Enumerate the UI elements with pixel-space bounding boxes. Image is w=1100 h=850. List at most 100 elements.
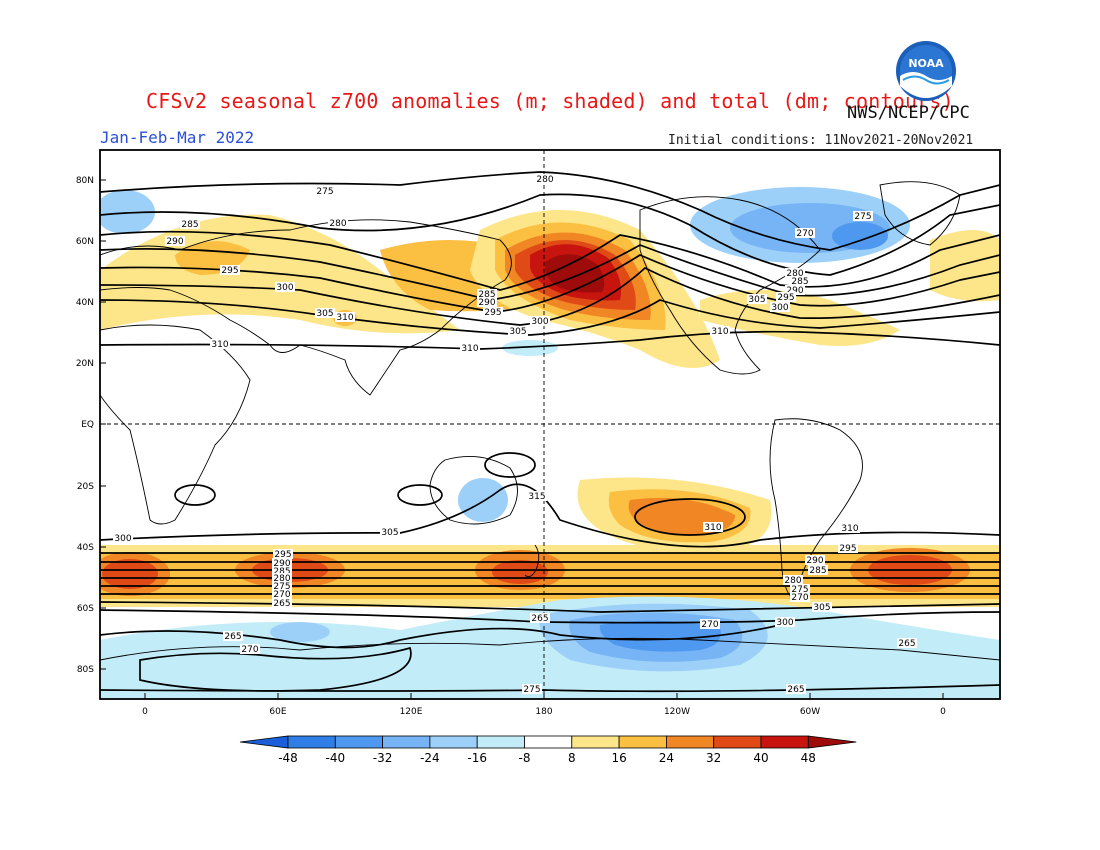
contour-label-bg xyxy=(840,523,860,533)
contour-label-bg xyxy=(335,312,355,322)
contour-label-bg xyxy=(272,573,292,583)
contour-label: 310 xyxy=(211,340,228,350)
contour-label-bg xyxy=(477,289,497,299)
contour-label: 285 xyxy=(809,566,826,576)
contour-label: 300 xyxy=(276,283,293,293)
contour-label: 300 xyxy=(114,534,131,544)
contour-label: 285 xyxy=(181,220,198,230)
contour-label: 310 xyxy=(841,524,858,534)
contour-label: 315 xyxy=(528,492,545,502)
contour-label-bg xyxy=(315,308,335,318)
contour-label: 300 xyxy=(776,618,793,628)
contour-label: 310 xyxy=(711,327,728,337)
contour-small-africa xyxy=(174,484,216,506)
colorbar-label: -40 xyxy=(325,751,345,765)
initial-conditions-label: Initial conditions: 11Nov2021-20Nov2021 xyxy=(668,133,974,148)
contour-label: 265 xyxy=(531,614,548,624)
contour-310-n xyxy=(100,330,1000,350)
contour-315 xyxy=(634,498,746,536)
colorbar-label: 32 xyxy=(706,751,721,765)
contour-label: 275 xyxy=(523,685,540,695)
contour-label: 275 xyxy=(791,585,808,595)
contour-label: 280 xyxy=(329,219,346,229)
coast-north-america xyxy=(639,196,821,375)
coast-antarctica xyxy=(100,637,1000,661)
contour-label-bg xyxy=(838,543,858,553)
contour-label: 290 xyxy=(478,298,495,308)
contour-label-bg xyxy=(530,316,550,326)
contour-label-bg xyxy=(272,589,292,599)
contour-label-bg xyxy=(710,326,730,336)
colorbar-swatch xyxy=(524,735,573,749)
lon-tick-label: 0 xyxy=(142,707,148,717)
colorbar-label: -16 xyxy=(467,751,487,765)
contour-295 xyxy=(100,254,1000,313)
lon-tick-label: 120E xyxy=(400,707,423,717)
contour-label: 305 xyxy=(381,528,398,538)
contour-label-bg xyxy=(790,584,810,594)
contour-label-bg xyxy=(275,282,295,292)
contour-label: 290 xyxy=(786,286,803,296)
colorbar-label: -48 xyxy=(278,751,298,765)
colorbar-label: 16 xyxy=(611,751,626,765)
lat-tick-label: 40S xyxy=(77,543,94,553)
logo-text: NOAA xyxy=(908,57,944,70)
lat-tick-label: 60N xyxy=(76,237,94,247)
contour-label-bg xyxy=(897,638,917,648)
contour-label: 285 xyxy=(791,277,808,287)
contour-label-bg xyxy=(770,302,790,312)
contour-label-bg xyxy=(805,555,825,565)
contour-label-bg xyxy=(808,565,828,575)
colorbar-swatch xyxy=(618,735,667,749)
lat-tick-label: 20N xyxy=(76,359,94,369)
contour-label: 305 xyxy=(509,327,526,337)
contour-label: 280 xyxy=(536,175,553,185)
contour-label-bg xyxy=(508,326,528,336)
contour-label-bg xyxy=(210,339,230,349)
contour-label: 280 xyxy=(784,576,801,586)
colorbar-label: -32 xyxy=(373,751,393,765)
lon-tick-label: 60E xyxy=(269,707,286,717)
lon-tick-label: 0 xyxy=(940,707,946,717)
contour-305 xyxy=(100,299,1000,336)
colorbar-label: 40 xyxy=(753,751,768,765)
contour-285 xyxy=(100,230,1000,291)
contour-label-bg xyxy=(220,265,240,275)
contour-label-bg xyxy=(700,619,720,629)
lon-tick-label: 60W xyxy=(800,707,820,717)
contour-label: 295 xyxy=(777,293,794,303)
contour-label-bg xyxy=(165,236,185,246)
contour-290 xyxy=(100,244,1000,301)
contour-label-bg xyxy=(483,307,503,317)
lat-tick-label: 20S xyxy=(77,482,94,492)
contour-label-bg xyxy=(747,294,767,304)
contour-label-bg xyxy=(535,174,555,184)
coast-greenland xyxy=(879,181,961,246)
contour-270-s xyxy=(100,609,1000,624)
colorbar-label: -8 xyxy=(519,751,531,765)
colorbar-swatch xyxy=(571,735,620,749)
contour-label: 290 xyxy=(166,237,183,247)
contour-label-bg xyxy=(812,602,832,612)
anom-neg-subtrop xyxy=(502,340,558,356)
colorbar-label: 8 xyxy=(568,751,576,765)
contour-275 xyxy=(100,171,1000,251)
contour-label: 300 xyxy=(771,303,788,313)
contour-label: 265 xyxy=(224,632,241,642)
contour-label: 295 xyxy=(274,550,291,560)
lon-tick-label: 180 xyxy=(535,707,552,717)
contour-label-bg xyxy=(790,592,810,602)
coast-australia xyxy=(429,455,518,525)
contour-280 xyxy=(100,193,1000,276)
anom-neg-so-core xyxy=(599,620,721,652)
colorbar-label: 24 xyxy=(659,751,674,765)
contour-label: 275 xyxy=(316,187,333,197)
anom-pos-nz2 xyxy=(492,560,548,584)
contour-label: 275 xyxy=(273,582,290,592)
contour-label-bg xyxy=(315,186,335,196)
contour-label-bg xyxy=(272,581,292,591)
contour-label: 290 xyxy=(806,556,823,566)
coast-africa xyxy=(100,324,251,525)
contour-300 xyxy=(100,266,1000,326)
